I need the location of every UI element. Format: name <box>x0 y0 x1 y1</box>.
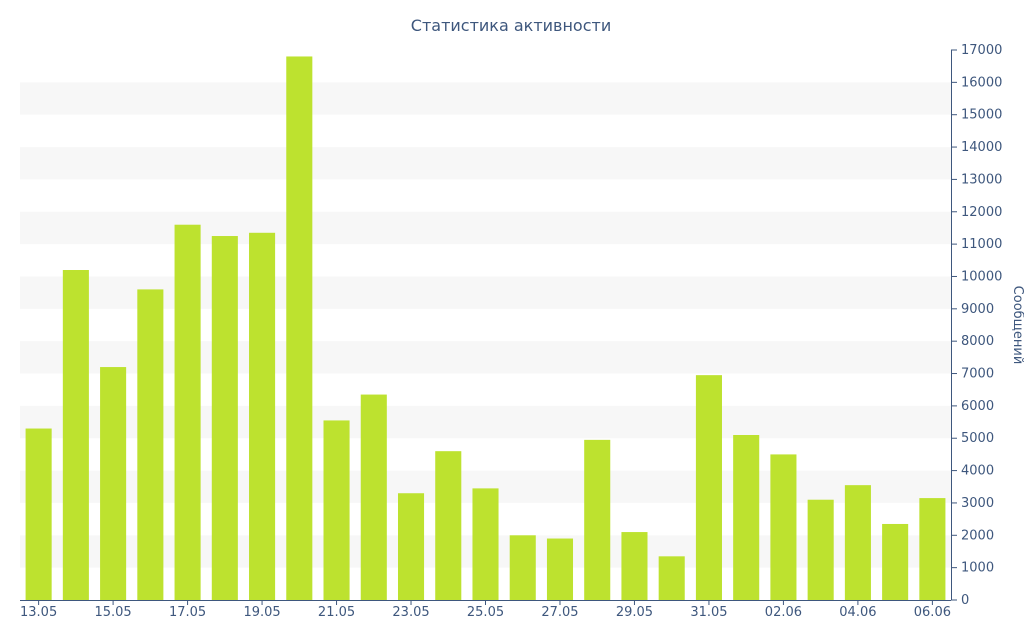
y-tick-label: 2000 <box>961 528 994 543</box>
y-tick-label: 8000 <box>961 334 994 349</box>
y-axis-label: Сообщений <box>1010 286 1024 365</box>
x-tick-label: 31.05 <box>690 605 727 620</box>
y-tick-label: 13000 <box>961 172 1002 187</box>
bar-06.06[interactable] <box>919 498 946 600</box>
bar-19.05[interactable] <box>249 232 276 601</box>
x-tick-label: 06.06 <box>914 605 951 620</box>
y-tick-label: 12000 <box>961 205 1002 220</box>
x-tick-label: 27.05 <box>541 605 578 620</box>
y-tick-label: 16000 <box>961 75 1002 90</box>
grid-band <box>20 147 951 180</box>
bar-25.05[interactable] <box>472 488 499 600</box>
y-tick-label: 4000 <box>961 464 994 479</box>
bar-26.05[interactable] <box>509 535 536 600</box>
grid-band <box>20 211 951 245</box>
y-tick-label: 11000 <box>961 237 1002 252</box>
bar-23.05[interactable] <box>397 493 425 600</box>
y-tick-label: 5000 <box>961 431 994 446</box>
y-tick-label: 10000 <box>961 269 1002 284</box>
bar-31.05[interactable] <box>695 375 722 600</box>
x-tick-label: 19.05 <box>243 605 280 620</box>
x-tick-label: 23.05 <box>392 605 429 620</box>
bar-30.05[interactable] <box>658 556 685 600</box>
bar-22.05[interactable] <box>360 394 387 600</box>
bar-16.05[interactable] <box>137 289 164 600</box>
x-tick-label: 29.05 <box>616 605 653 620</box>
x-tick-label: 25.05 <box>467 605 504 620</box>
bar-02.06[interactable] <box>770 454 797 600</box>
y-tick-label: 14000 <box>961 140 1002 155</box>
bar-04.06[interactable] <box>844 485 871 600</box>
bar-24.05[interactable] <box>435 451 462 600</box>
chart-title: Статистика активности <box>411 16 611 35</box>
y-tick-label: 17000 <box>961 43 1002 58</box>
bar-14.05[interactable] <box>62 270 89 600</box>
y-tick-label: 1000 <box>961 561 994 576</box>
x-tick-label: 13.05 <box>20 605 57 620</box>
bar-13.05[interactable] <box>25 428 52 600</box>
grid-band <box>20 82 951 115</box>
bars <box>25 56 946 601</box>
x-tick-label: 15.05 <box>94 605 131 620</box>
bar-21.05[interactable] <box>323 420 350 600</box>
x-tick-label: 17.05 <box>169 605 206 620</box>
bar-27.05[interactable] <box>546 538 574 600</box>
bar-05.06[interactable] <box>882 523 909 600</box>
y-tick-label: 7000 <box>961 367 994 382</box>
bar-29.05[interactable] <box>621 532 648 600</box>
y-axis-ticks: 0 1000 2000 3000 4000 5000 6000 7000 8000 9000 100… <box>951 43 1002 608</box>
x-tick-label: 02.06 <box>765 605 802 620</box>
y-tick-label: 9000 <box>961 302 994 317</box>
bar-15.05[interactable] <box>100 367 127 600</box>
bar-28.05[interactable] <box>584 439 611 600</box>
bar-03.06[interactable] <box>807 499 834 600</box>
x-tick-label: 21.05 <box>318 605 355 620</box>
x-tick-label: 04.06 <box>839 605 876 620</box>
bar-01.06[interactable] <box>733 435 760 600</box>
bar-17.05[interactable] <box>174 224 201 600</box>
y-tick-label: 15000 <box>961 108 1002 123</box>
y-tick-label: 0 <box>961 593 969 608</box>
bar-18.05[interactable] <box>211 236 238 600</box>
y-tick-label: 6000 <box>961 399 994 414</box>
y-tick-label: 3000 <box>961 496 994 511</box>
bar-20.05[interactable] <box>286 56 313 601</box>
x-axis-ticks: 13.05 15.05 17.05 19.05 21.05 23.05 25.05 27.05… <box>20 600 951 620</box>
